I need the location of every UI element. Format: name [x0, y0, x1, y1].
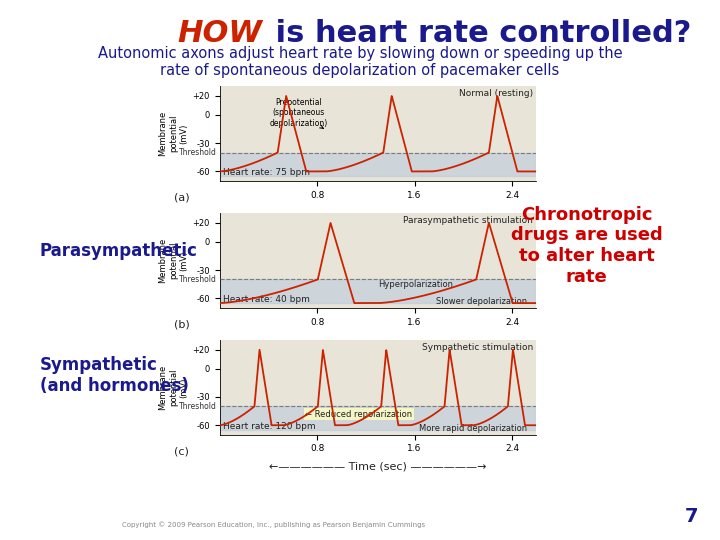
Bar: [220, 280, 536, 303]
Text: Heart rate: 40 bpm: Heart rate: 40 bpm: [222, 295, 310, 304]
Text: ←—————— Time (sec) ——————→: ←—————— Time (sec) ——————→: [269, 462, 487, 472]
Text: Threshold: Threshold: [179, 148, 217, 157]
Text: Sympathetic
(and hormones): Sympathetic (and hormones): [40, 356, 189, 395]
Bar: [220, 406, 536, 430]
Bar: [220, 152, 536, 176]
Text: Copyright © 2009 Pearson Education, Inc., publishing as Pearson Benjamin Cumming: Copyright © 2009 Pearson Education, Inc.…: [122, 522, 426, 528]
Text: Threshold: Threshold: [179, 402, 217, 411]
Text: Autonomic axons adjust heart rate by slowing down or speeding up the
rate of spo: Autonomic axons adjust heart rate by slo…: [98, 46, 622, 78]
Text: Parasympathetic stimulation: Parasympathetic stimulation: [403, 216, 534, 225]
Y-axis label: Membrane
potential
(mV): Membrane potential (mV): [158, 111, 189, 156]
Text: Parasympathetic: Parasympathetic: [40, 242, 197, 260]
Text: is heart rate controlled?: is heart rate controlled?: [265, 19, 691, 48]
Text: Heart rate: 120 bpm: Heart rate: 120 bpm: [222, 422, 315, 431]
Text: (a): (a): [174, 192, 189, 202]
Y-axis label: Membrane
potential
(mV): Membrane potential (mV): [158, 365, 189, 410]
Text: Chronotropic
drugs are used
to alter heart
rate: Chronotropic drugs are used to alter hea…: [511, 206, 662, 286]
Text: Normal (resting): Normal (resting): [459, 89, 534, 98]
Text: More rapid depolarization: More rapid depolarization: [419, 424, 527, 433]
Text: (c): (c): [174, 446, 189, 456]
Text: (b): (b): [174, 319, 189, 329]
Text: HOW: HOW: [178, 19, 263, 48]
Text: Hyperpolarization: Hyperpolarization: [379, 280, 454, 289]
Text: Sympathetic stimulation: Sympathetic stimulation: [422, 343, 534, 352]
Y-axis label: Membrane
potential
(mV): Membrane potential (mV): [158, 238, 189, 283]
Text: ← Reduced repolarization: ← Reduced repolarization: [305, 410, 413, 418]
Text: 7: 7: [685, 508, 698, 526]
Text: Prepotential
(spontaneous
depolarization): Prepotential (spontaneous depolarization…: [270, 98, 328, 129]
Text: Heart rate: 75 bpm: Heart rate: 75 bpm: [222, 168, 310, 177]
Text: Threshold: Threshold: [179, 275, 217, 284]
Text: Slower depolarization: Slower depolarization: [436, 297, 527, 306]
